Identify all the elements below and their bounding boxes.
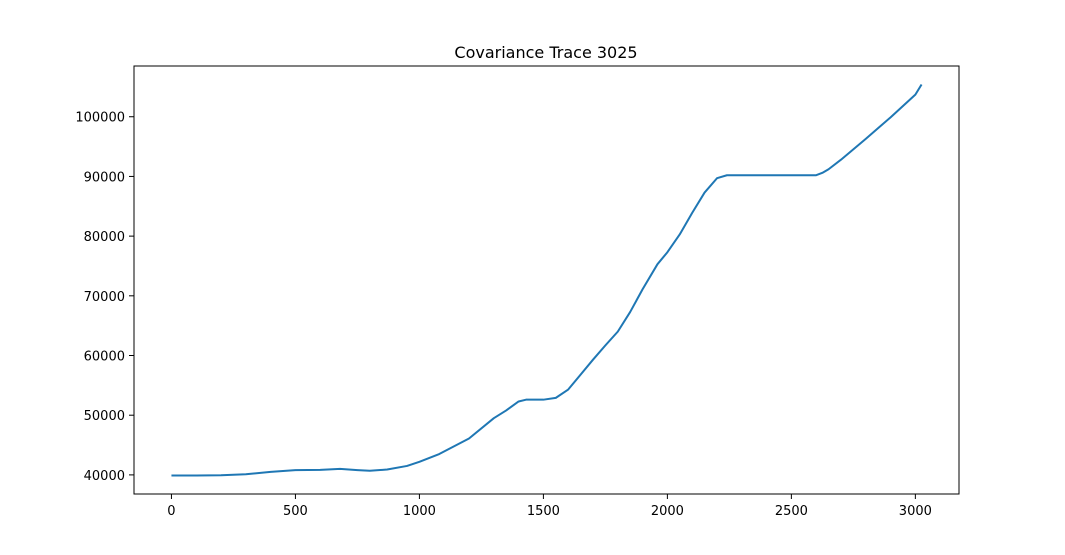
chart-title: Covariance Trace 3025 [454,43,637,62]
x-tick-label: 1500 [527,504,560,519]
x-tick-label: 2000 [651,504,684,519]
x-tick-label: 3000 [899,504,932,519]
x-tick-label: 500 [283,504,308,519]
y-tick-label: 70000 [84,290,125,305]
axes-frame [133,65,960,495]
data-line [171,83,923,477]
y-tick-label: 90000 [84,170,125,185]
y-axis: 40000 50000 60000 70000 80000 90000 100000 [75,111,134,484]
y-tick-label: 80000 [84,230,125,245]
y-tick-label: 40000 [84,469,125,484]
y-tick-label: 60000 [84,350,125,365]
plot-area [133,65,960,495]
y-tick-label: 50000 [84,409,125,424]
x-tick-label: 2500 [775,504,808,519]
x-tick-label: 0 [167,504,175,519]
x-axis: 0 500 1000 1500 2000 2500 3000 [167,494,932,519]
x-tick-label: 1000 [403,504,436,519]
y-tick-label: 100000 [75,111,125,126]
